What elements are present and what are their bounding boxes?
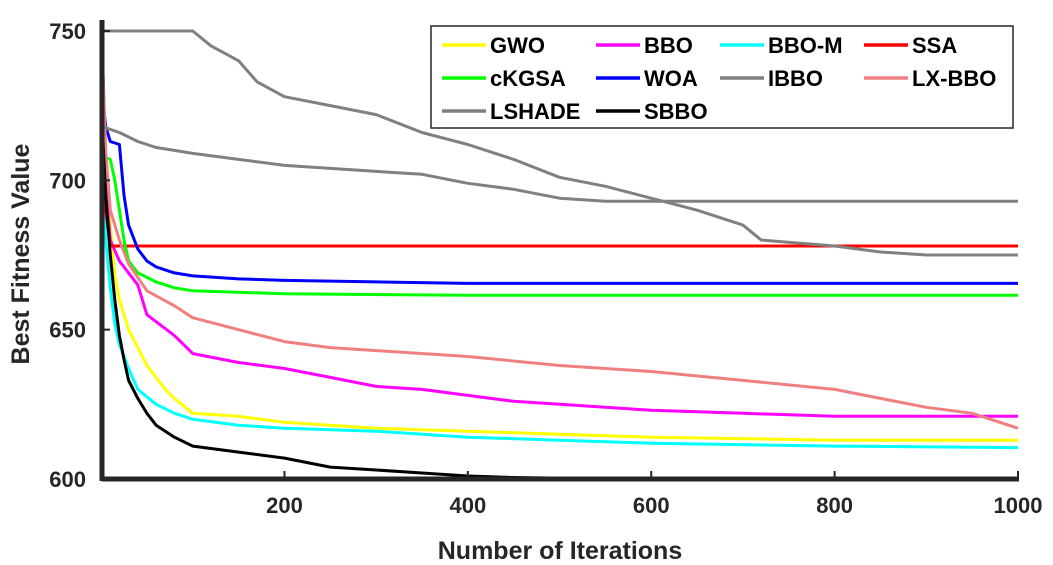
- x-tick-label: 600: [633, 493, 670, 518]
- x-tick-label: 400: [449, 493, 486, 518]
- axes: [99, 20, 1019, 482]
- y-axis-label: Best Fitness Value: [7, 143, 35, 364]
- legend-label: WOA: [644, 66, 698, 91]
- legend-label: SSA: [912, 33, 957, 58]
- legend-label: cKGSA: [490, 66, 566, 91]
- series-line-ckgsa: [101, 154, 1018, 297]
- series-line-lx-bbo: [100, 45, 1019, 430]
- legend-label: GWO: [490, 33, 545, 58]
- series-line-gwo: [100, 36, 1018, 442]
- y-tick-label: 700: [49, 168, 86, 193]
- x-tick-label: 1000: [994, 493, 1043, 518]
- series-line-woa: [100, 90, 1018, 285]
- y-tick-label: 750: [49, 19, 86, 44]
- series-line-lshade: [101, 125, 1018, 203]
- y-tick-label: 600: [49, 467, 86, 492]
- series-line-sbbo: [100, 120, 1019, 480]
- x-tick-label: 800: [816, 493, 853, 518]
- y-tick-label: 650: [49, 318, 86, 343]
- legend-label: IBBO: [768, 66, 823, 91]
- x-axis-label: Number of Iterations: [438, 537, 682, 565]
- series-line-ssa: [100, 180, 1018, 248]
- series-line-bbo: [100, 30, 1018, 418]
- x-tick-label: 200: [266, 493, 303, 518]
- legend-label: LSHADE: [490, 99, 580, 124]
- legend-label: BBO-M: [768, 33, 843, 58]
- series-line-bbo-m: [100, 165, 1019, 450]
- legend-label: SBBO: [644, 99, 708, 124]
- ticks: 200 400 600 800 1000 600 650 700 750: [49, 19, 1042, 518]
- legend: GWO BBO BBO-M SSA cKGSA WOA IBBO LX-BBO LSHADE SB…: [430, 25, 1014, 129]
- series-line-ibbo: [102, 29, 1018, 257]
- series-layer: [100, 29, 1019, 480]
- legend-label: LX-BBO: [912, 66, 996, 91]
- legend-label: BBO: [644, 33, 693, 58]
